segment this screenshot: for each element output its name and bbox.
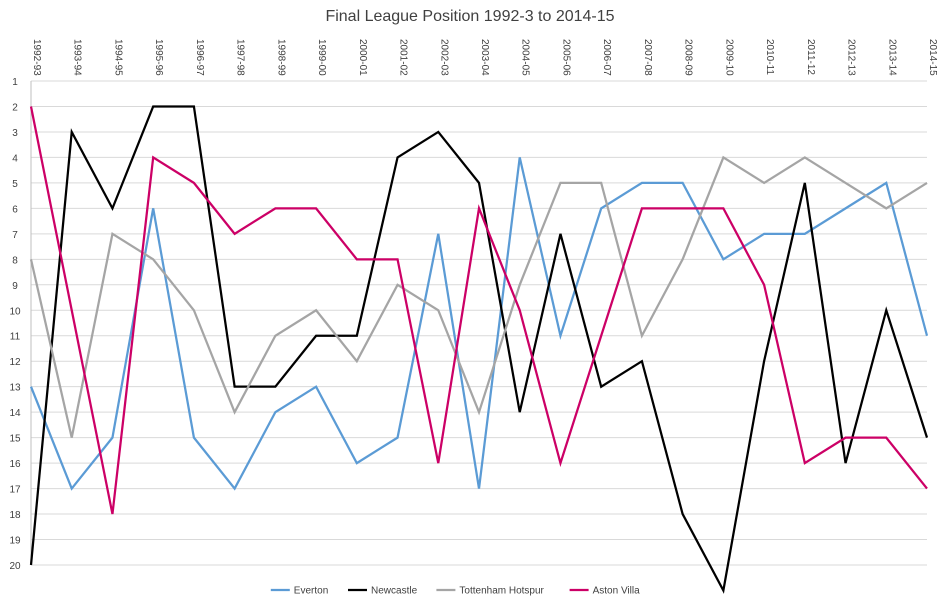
y-tick-label: 17 [9, 485, 21, 496]
y-tick-label: 12 [9, 357, 21, 368]
x-tick-label: 2006-07 [601, 39, 612, 76]
legend-label: Everton [294, 586, 328, 597]
x-tick-label: 2014-15 [927, 39, 938, 76]
x-tick-label: 2004-05 [520, 39, 531, 76]
y-tick-label: 3 [12, 128, 18, 139]
legend-label: Newcastle [371, 586, 418, 597]
y-tick-label: 4 [12, 153, 18, 164]
x-tick-label: 2000-01 [357, 39, 368, 76]
gridlines [30, 80, 927, 566]
series-line [29, 105, 929, 594]
series-line [29, 157, 929, 491]
x-tick-label: 1994-95 [112, 39, 123, 76]
x-tick-label: 1992-93 [31, 39, 42, 76]
x-tick-label: 2005-06 [560, 39, 571, 76]
series-everton [29, 157, 929, 491]
x-tick-label: 2010-11 [764, 39, 775, 75]
legend-item: Newcastle [348, 586, 418, 597]
x-tick-label: 1995-96 [153, 39, 164, 76]
x-tick-label: 1998-99 [275, 39, 286, 76]
y-tick-label: 13 [9, 383, 21, 394]
series-newcastle [29, 105, 929, 594]
x-tick-label: 2001-02 [398, 39, 409, 76]
x-tick-label: 1999-00 [316, 39, 327, 76]
series-tottenham-hotspur [29, 155, 928, 438]
legend-item: Tottenham Hotspur [436, 586, 545, 597]
x-tick-label: 2012-13 [846, 39, 857, 76]
legend-label: Tottenham Hotspur [459, 586, 544, 597]
y-tick-label: 2 [12, 102, 18, 113]
legend-label: Aston Villa [593, 586, 641, 597]
y-tick-label: 16 [9, 459, 21, 470]
legend-item: Everton [270, 586, 328, 597]
y-tick-label: 14 [9, 408, 21, 419]
legend: Everton Newcastle Tottenham Hotspur Aston V… [270, 586, 641, 597]
y-tick-label: 10 [9, 306, 21, 317]
x-axis-ticks: 1992-93 1993-94 1994-95 1995-96 1996-97 1997-… [31, 39, 938, 76]
y-tick-label: 7 [12, 230, 18, 241]
y-tick-label: 1 [12, 77, 18, 88]
y-tick-label: 15 [9, 434, 21, 445]
y-tick-label: 8 [12, 255, 18, 266]
x-tick-label: 2007-08 [642, 39, 653, 76]
series-aston-villa [29, 106, 928, 515]
x-tick-label: 1997-98 [235, 39, 246, 76]
y-tick-label: 5 [12, 179, 18, 190]
y-tick-label: 19 [9, 536, 21, 547]
series-line [29, 155, 928, 438]
x-tick-label: 2013-14 [886, 39, 897, 76]
x-tick-label: 1996-97 [194, 39, 205, 76]
series-line [29, 106, 928, 515]
y-tick-label: 9 [12, 281, 18, 292]
x-tick-label: 2011-12 [805, 39, 816, 75]
y-tick-label: 11 [10, 332, 21, 343]
x-tick-label: 2009-10 [723, 39, 734, 76]
x-tick-label: 1993-94 [72, 39, 83, 76]
y-tick-label: 18 [9, 510, 21, 521]
series-lines [29, 105, 929, 594]
x-tick-label: 2003-04 [479, 39, 490, 76]
y-tick-label: 6 [12, 204, 18, 215]
chart-title: Final League Position 1992-3 to 2014-15 [325, 8, 614, 25]
y-tick-label: 20 [9, 561, 21, 572]
x-tick-label: 2008-09 [683, 39, 694, 76]
x-tick-label: 2002-03 [438, 39, 449, 76]
legend-item: Aston Villa [569, 586, 641, 597]
